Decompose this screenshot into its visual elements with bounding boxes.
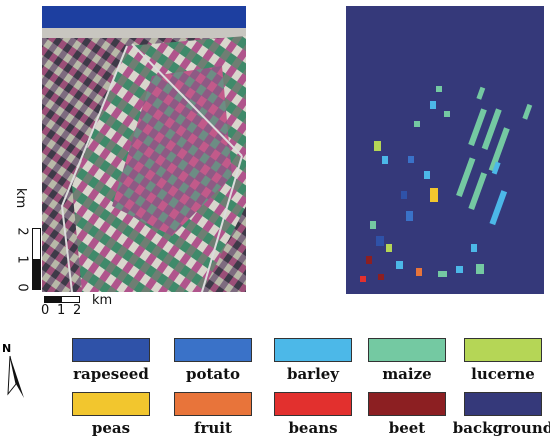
vertical-scale-tick-2: 2 [14, 227, 30, 236]
legend-swatch-rapeseed [72, 338, 150, 362]
horizontal-scale-tick-0: 0 [41, 303, 50, 318]
legend-label-potato: potato [185, 365, 241, 383]
satellite-image [42, 6, 246, 292]
legend-swatch-potato [174, 338, 252, 362]
vertical-scale-bar-fill [33, 259, 40, 289]
vertical-scale-bar [32, 228, 41, 290]
legend-label-peas: peas [91, 419, 131, 437]
ground-truth-map-graphic [346, 6, 544, 294]
legend-swatch-beet [368, 392, 446, 416]
ground-truth-map [346, 6, 544, 294]
vertical-scale-tick-1: 1 [14, 255, 30, 264]
legend-label-lucerne: lucerne [471, 365, 535, 383]
horizontal-scale-bar [44, 296, 80, 303]
north-arrow-label: N [2, 342, 12, 355]
legend-swatch-maize [368, 338, 446, 362]
legend-swatch-fruit [174, 392, 252, 416]
legend-label-fruit: fruit [194, 419, 232, 437]
legend-label-maize: maize [382, 365, 432, 383]
horizontal-scale-bar-fill [45, 297, 62, 302]
horizontal-scale-unit: km [92, 293, 113, 308]
north-arrow-icon [7, 355, 24, 398]
legend-label-background: background [452, 419, 550, 437]
vertical-scale-tick-0: 0 [14, 283, 30, 292]
legend-label-beans: beans [288, 419, 338, 437]
legend-swatch-peas [72, 392, 150, 416]
legend-label-rapeseed: rapeseed [73, 365, 149, 383]
horizontal-scale-tick-1: 1 [57, 303, 66, 318]
legend-swatch-barley [274, 338, 352, 362]
vertical-scale-unit: km [13, 188, 28, 209]
legend-swatch-background [464, 392, 542, 416]
satellite-image-graphic [42, 6, 246, 292]
legend-swatch-lucerne [464, 338, 542, 362]
legend-swatch-beans [274, 392, 352, 416]
legend-label-beet: beet [388, 419, 426, 437]
legend-label-barley: barley [286, 365, 340, 383]
horizontal-scale-tick-2: 2 [73, 303, 82, 318]
